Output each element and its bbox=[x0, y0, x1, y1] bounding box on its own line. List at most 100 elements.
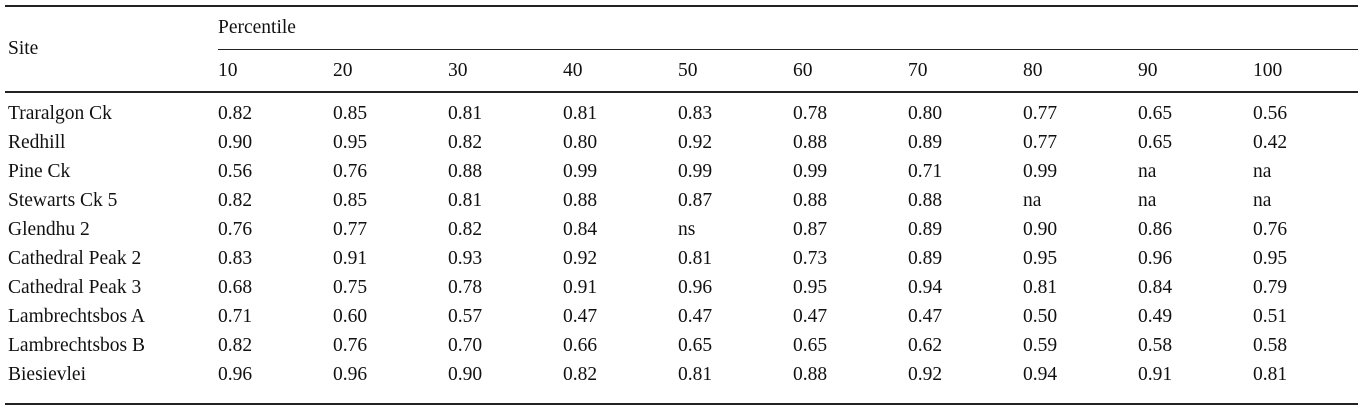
value-cell: 0.65 bbox=[1138, 131, 1173, 153]
value-cell: 0.81 bbox=[448, 189, 483, 211]
site-cell: Glendhu 2 bbox=[8, 218, 90, 240]
group-header-row: Site Percentile bbox=[5, 6, 1358, 93]
value-cell: 0.84 bbox=[1138, 276, 1173, 298]
table-row-traralgon-ck: Traralgon Ck 0.82 0.85 0.81 0.81 0.83 0.… bbox=[5, 92, 1358, 128]
value-cell: na bbox=[1023, 189, 1042, 211]
value-cell: 0.78 bbox=[793, 102, 828, 124]
value-cell: 0.70 bbox=[448, 334, 483, 356]
value-cell: 0.78 bbox=[448, 276, 483, 298]
value-cell: 0.85 bbox=[333, 189, 368, 211]
percentile-header-20: 20 bbox=[333, 49, 448, 93]
value-cell: 0.99 bbox=[563, 160, 598, 182]
site-cell: Traralgon Ck bbox=[8, 102, 112, 124]
value-cell: na bbox=[1253, 189, 1272, 211]
site-cell: Cathedral Peak 2 bbox=[8, 247, 142, 269]
value-cell: 0.90 bbox=[448, 363, 483, 385]
value-cell: 0.91 bbox=[563, 276, 598, 298]
percentile-header-60: 60 bbox=[793, 49, 908, 93]
percentile-header-row: 10 20 30 40 50 60 70 80 90 100 bbox=[5, 49, 1358, 93]
value-cell: 0.89 bbox=[908, 218, 943, 240]
value-cell: 0.81 bbox=[678, 363, 713, 385]
site-cell: Lambrechtsbos A bbox=[8, 305, 146, 327]
percentile-header-50: 50 bbox=[678, 49, 793, 93]
value-cell: 0.57 bbox=[448, 305, 483, 327]
value-cell: 0.94 bbox=[1023, 363, 1058, 385]
table-row-stewarts-ck-5: Stewarts Ck 5 0.82 0.85 0.81 0.88 0.87 0… bbox=[5, 186, 1358, 215]
table-row-lambrechtsbos-b: Lambrechtsbos B 0.82 0.76 0.70 0.66 0.65… bbox=[5, 331, 1358, 360]
value-cell: 0.89 bbox=[908, 131, 943, 153]
value-cell: 0.81 bbox=[563, 102, 598, 124]
value-cell: 0.76 bbox=[218, 218, 253, 240]
site-cell: Stewarts Ck 5 bbox=[8, 189, 118, 211]
value-cell: 0.47 bbox=[908, 305, 943, 327]
value-cell: 0.80 bbox=[908, 102, 943, 124]
value-cell: 0.95 bbox=[793, 276, 828, 298]
value-cell: 0.99 bbox=[1023, 160, 1058, 182]
value-cell: 0.76 bbox=[333, 160, 368, 182]
value-cell: ns bbox=[678, 218, 696, 240]
value-cell: 0.95 bbox=[1023, 247, 1058, 269]
value-cell: 0.58 bbox=[1253, 334, 1288, 356]
value-cell: 0.81 bbox=[678, 247, 713, 269]
value-cell: 0.65 bbox=[793, 334, 828, 356]
value-cell: 0.93 bbox=[448, 247, 483, 269]
value-cell: 0.76 bbox=[333, 334, 368, 356]
value-cell: 0.51 bbox=[1253, 305, 1288, 327]
value-cell: 0.82 bbox=[448, 131, 483, 153]
value-cell: 0.82 bbox=[218, 102, 253, 124]
value-cell: 0.96 bbox=[218, 363, 253, 385]
value-cell: 0.77 bbox=[1023, 102, 1058, 124]
value-cell: 0.50 bbox=[1023, 305, 1058, 327]
percentile-table: Site Percentile 10 20 30 40 50 60 70 80 … bbox=[5, 5, 1358, 405]
value-cell: 0.88 bbox=[448, 160, 483, 182]
value-cell: 0.81 bbox=[448, 102, 483, 124]
value-cell: 0.56 bbox=[1253, 102, 1288, 124]
percentile-group-header: Percentile bbox=[218, 6, 1358, 50]
value-cell: 0.87 bbox=[793, 218, 828, 240]
table-row-biesievlei: Biesievlei 0.96 0.96 0.90 0.82 0.81 0.88… bbox=[5, 360, 1358, 404]
value-cell: 0.91 bbox=[1138, 363, 1173, 385]
value-cell: 0.80 bbox=[563, 131, 598, 153]
value-cell: 0.49 bbox=[1138, 305, 1173, 327]
value-cell: 0.65 bbox=[1138, 102, 1173, 124]
value-cell: 0.88 bbox=[793, 363, 828, 385]
value-cell: 0.82 bbox=[218, 334, 253, 356]
value-cell: 0.85 bbox=[333, 102, 368, 124]
value-cell: 0.47 bbox=[563, 305, 598, 327]
percentile-header-30: 30 bbox=[448, 49, 563, 93]
table-row-cathedral-peak-2: Cathedral Peak 2 0.83 0.91 0.93 0.92 0.8… bbox=[5, 244, 1358, 273]
value-cell: 0.58 bbox=[1138, 334, 1173, 356]
value-cell: 0.79 bbox=[1253, 276, 1288, 298]
site-column-header: Site bbox=[5, 6, 218, 93]
percentile-header-80: 80 bbox=[1023, 49, 1138, 93]
value-cell: 0.81 bbox=[1253, 363, 1288, 385]
value-cell: 0.92 bbox=[908, 363, 943, 385]
value-cell: 0.96 bbox=[333, 363, 368, 385]
percentile-header-90: 90 bbox=[1138, 49, 1253, 93]
table-row-cathedral-peak-3: Cathedral Peak 3 0.68 0.75 0.78 0.91 0.9… bbox=[5, 273, 1358, 302]
value-cell: na bbox=[1253, 160, 1272, 182]
table-row-pine-ck: Pine Ck 0.56 0.76 0.88 0.99 0.99 0.99 0.… bbox=[5, 157, 1358, 186]
value-cell: 0.92 bbox=[563, 247, 598, 269]
value-cell: 0.59 bbox=[1023, 334, 1058, 356]
value-cell: 0.95 bbox=[333, 131, 368, 153]
value-cell: 0.73 bbox=[793, 247, 828, 269]
table-row-redhill: Redhill 0.90 0.95 0.82 0.80 0.92 0.88 0.… bbox=[5, 128, 1358, 157]
value-cell: 0.77 bbox=[333, 218, 368, 240]
value-cell: 0.83 bbox=[218, 247, 253, 269]
site-cell: Biesievlei bbox=[8, 363, 86, 385]
value-cell: 0.90 bbox=[1023, 218, 1058, 240]
value-cell: 0.82 bbox=[563, 363, 598, 385]
value-cell: 0.56 bbox=[218, 160, 253, 182]
value-cell: 0.95 bbox=[1253, 247, 1288, 269]
value-cell: 0.84 bbox=[563, 218, 598, 240]
value-cell: 0.71 bbox=[218, 305, 253, 327]
site-cell: Pine Ck bbox=[8, 160, 71, 182]
value-cell: 0.65 bbox=[678, 334, 713, 356]
value-cell: na bbox=[1138, 160, 1157, 182]
value-cell: 0.90 bbox=[218, 131, 253, 153]
value-cell: 0.68 bbox=[218, 276, 253, 298]
value-cell: 0.47 bbox=[793, 305, 828, 327]
value-cell: 0.86 bbox=[1138, 218, 1173, 240]
